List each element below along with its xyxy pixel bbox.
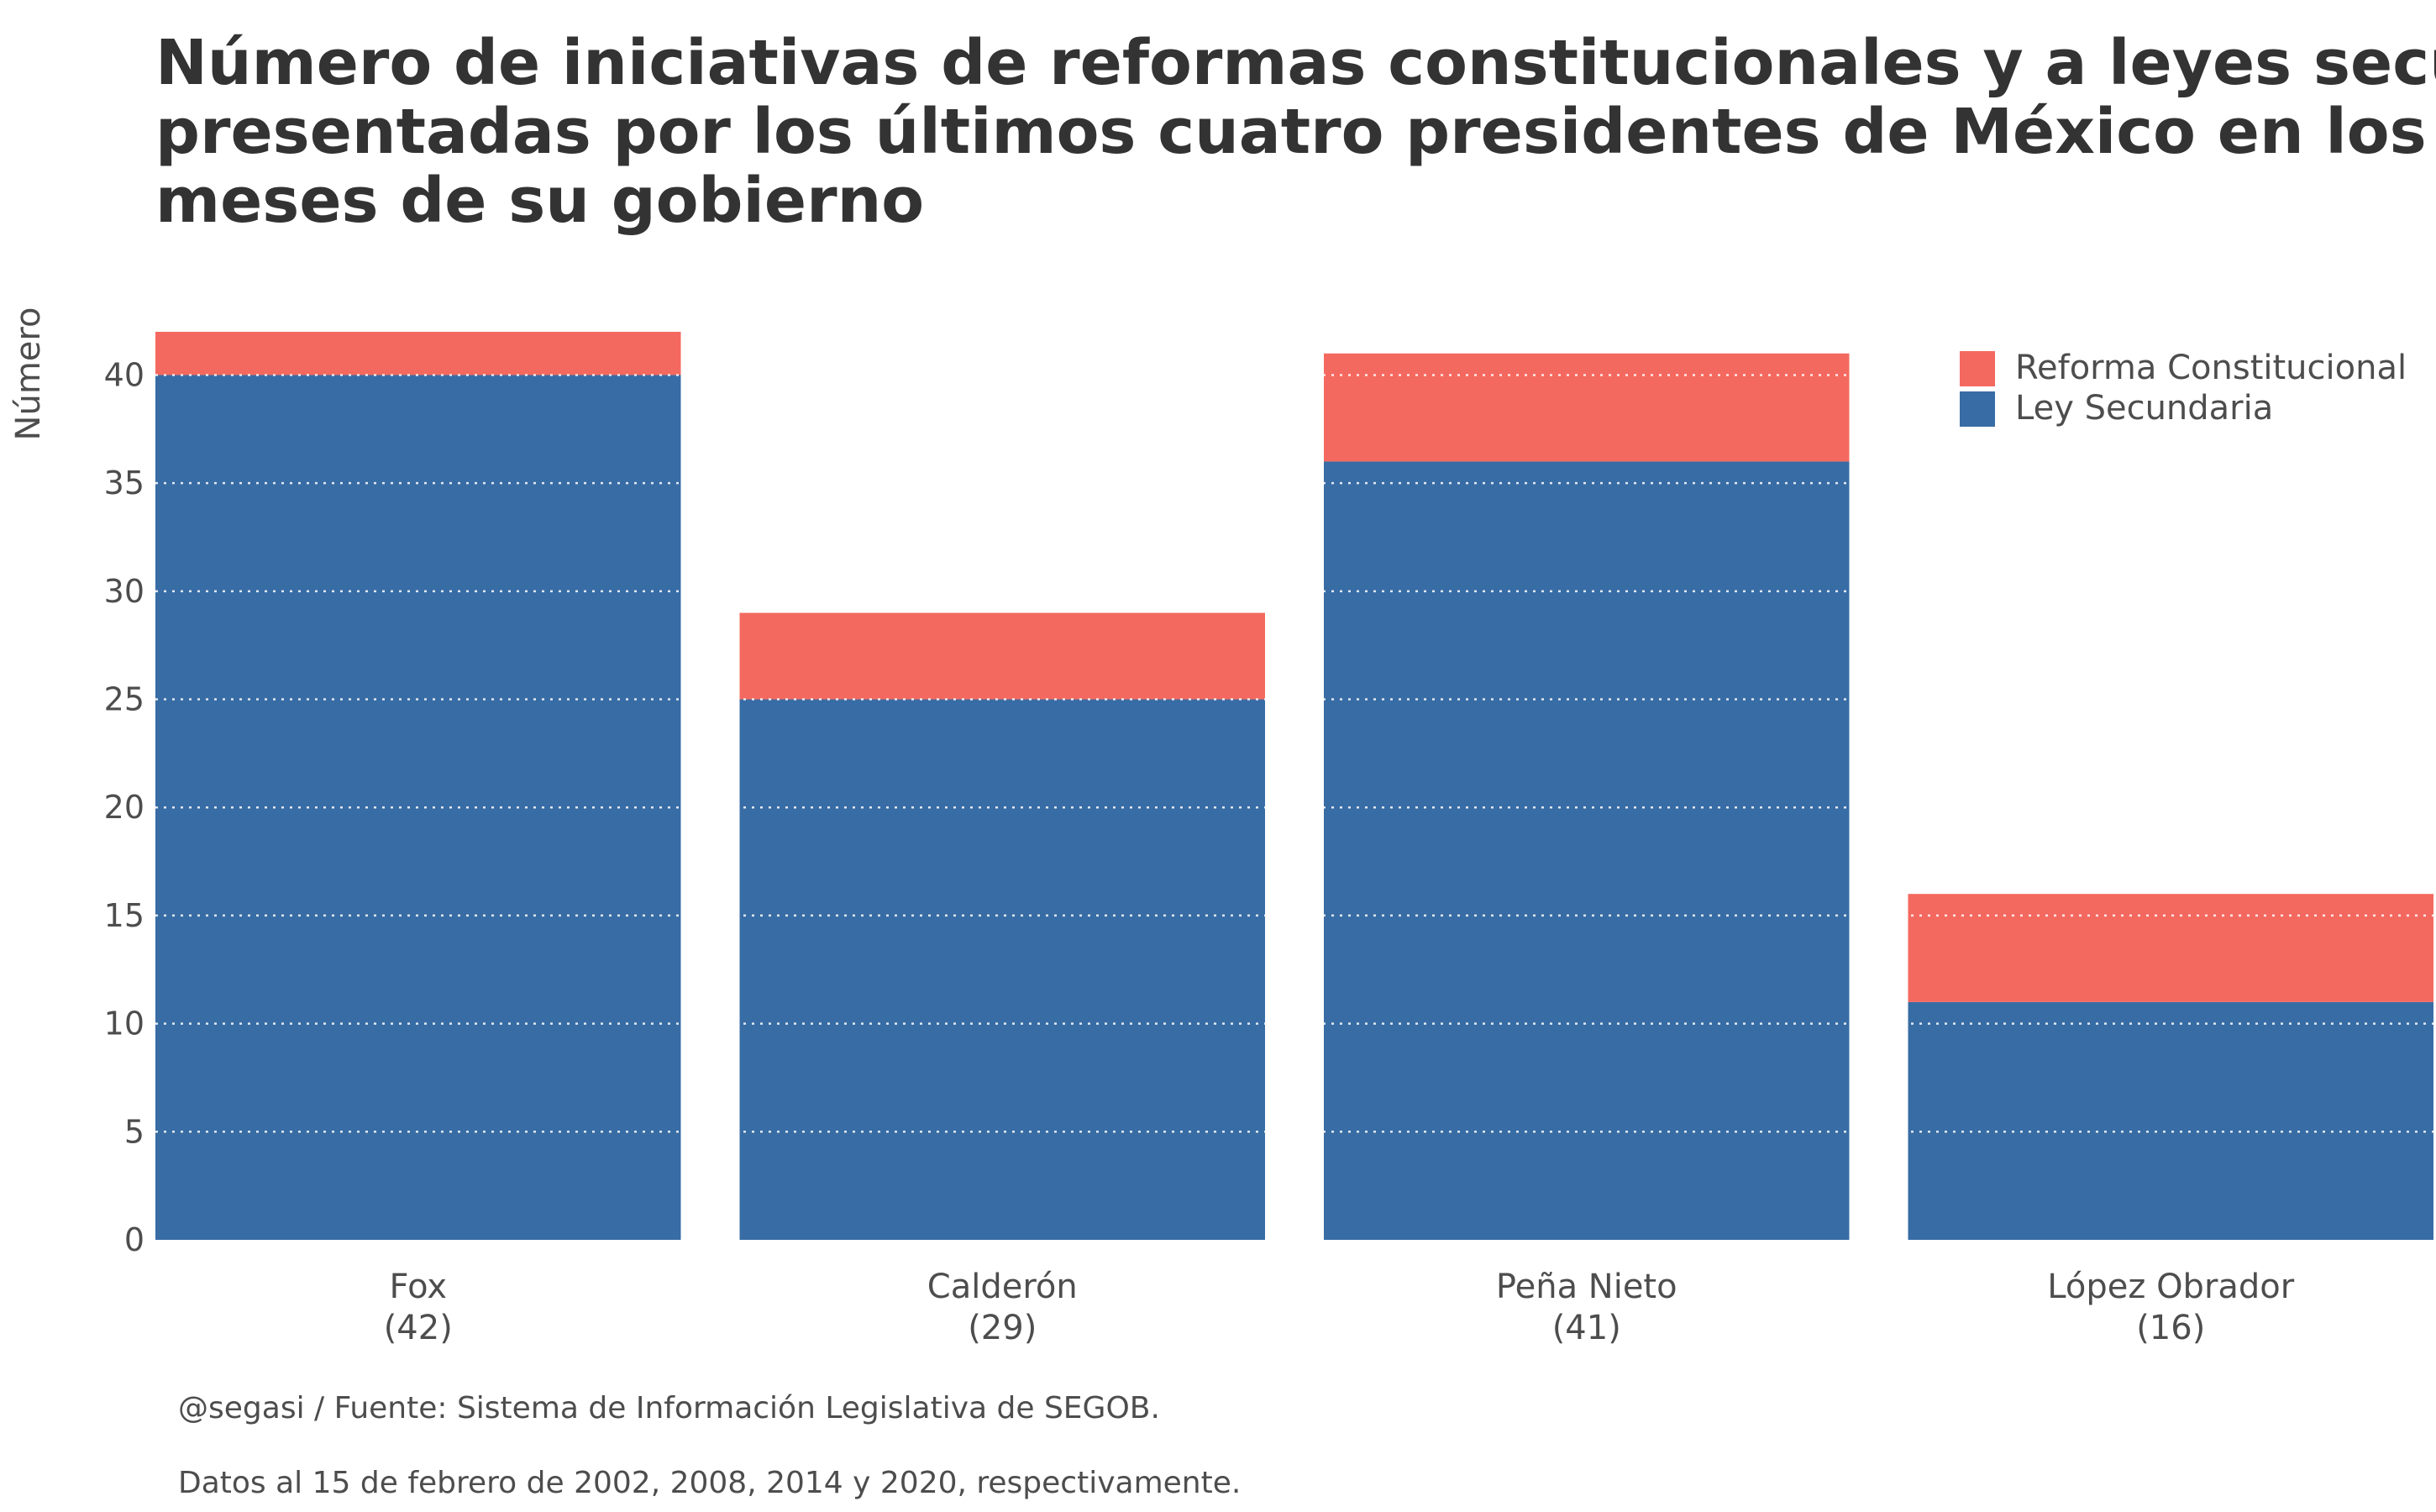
y-axis-title: Número <box>9 307 48 441</box>
legend-swatch-1 <box>1960 391 1995 427</box>
bar-reforma-constitucional-3 <box>1908 894 2433 1002</box>
chart-title-line-1: Número de iniciativas de reformas consti… <box>155 27 2436 99</box>
bar-reforma-constitucional-1 <box>739 612 1265 700</box>
x-category-label-1: Calderón <box>927 1268 1078 1306</box>
y-tick-label-30: 30 <box>104 573 144 610</box>
bar-reforma-constitucional-2 <box>1324 353 1850 462</box>
y-tick-label-15: 15 <box>104 897 144 934</box>
y-tick-label-20: 20 <box>104 789 144 826</box>
y-axis-ticks: 0 5 10 15 20 25 30 35 40 <box>104 356 144 1258</box>
bar-reforma-constitucional-0 <box>155 332 681 375</box>
y-tick-label-10: 10 <box>104 1005 144 1042</box>
chart-title: Número de iniciativas de reformas consti… <box>155 27 2436 237</box>
chart-title-line-2: presentadas por los últimos cuatro presi… <box>155 96 2436 168</box>
bars-group <box>155 332 2433 1240</box>
legend-label-0: Reforma Constitucional <box>2015 349 2407 387</box>
x-axis-labels: Fox(42) Calderón(29) Peña Nieto(41) López O… <box>384 1268 2295 1347</box>
x-category-label-0: Fox <box>390 1268 448 1306</box>
y-tick-label-25: 25 <box>104 681 144 718</box>
legend-swatch-0 <box>1960 351 1995 386</box>
x-category-total-1: (29) <box>968 1309 1037 1347</box>
caption-source: @segasi / Fuente: Sistema de Información… <box>178 1391 1160 1425</box>
legend-label-1: Ley Secundaria <box>2015 389 2273 428</box>
gridlines-group <box>155 374 2433 1133</box>
y-tick-label-0: 0 <box>124 1221 144 1258</box>
y-tick-label-5: 5 <box>124 1113 144 1150</box>
x-category-total-3: (16) <box>2136 1309 2205 1347</box>
caption-note: Datos al 15 de febrero de 2002, 2008, 20… <box>178 1466 1241 1500</box>
bar-ley-secundaria-3 <box>1908 1001 2433 1240</box>
y-tick-label-40: 40 <box>104 356 144 393</box>
x-category-total-2: (41) <box>1552 1309 1621 1347</box>
x-category-total-0: (42) <box>384 1309 453 1347</box>
chart-title-line-3: meses de su gobierno <box>155 165 924 237</box>
bar-ley-secundaria-1 <box>739 699 1265 1240</box>
x-category-label-3: López Obrador <box>2047 1268 2294 1306</box>
bar-ley-secundaria-2 <box>1324 461 1850 1240</box>
x-category-label-2: Peña Nieto <box>1496 1268 1677 1306</box>
y-tick-label-35: 35 <box>104 465 144 501</box>
